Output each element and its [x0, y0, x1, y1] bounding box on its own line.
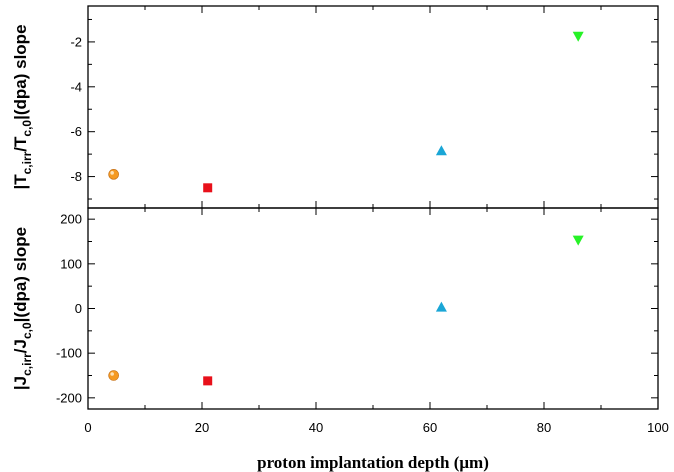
top-marker-square [203, 183, 213, 193]
top-marker-triangle-down [572, 31, 584, 42]
x-tick-label: 80 [537, 420, 551, 435]
top-marker-circle [108, 169, 119, 180]
y-label-part: c,0 [20, 322, 34, 339]
bottom-marker-circle [108, 370, 119, 381]
top-marker-circle-highlight [110, 171, 114, 175]
top-y-tick-label: -8 [70, 169, 82, 184]
x-tick-label: 60 [423, 420, 437, 435]
top-marker-triangle-up [435, 145, 447, 156]
bottom-marker-square [203, 376, 213, 386]
x-tick-label: 20 [195, 420, 209, 435]
y-label-part: c,irr [20, 151, 34, 174]
y-label-part: |(dpa) slope [11, 227, 30, 322]
bottom-marker-triangle-down [572, 235, 584, 246]
top-y-tick-label: -6 [70, 124, 82, 139]
bottom-y-axis-label: |Jc,irr/Jc,0|(dpa) slope [11, 227, 34, 390]
top-frame [87, 5, 659, 209]
bottom-y-tick-label: 0 [75, 301, 82, 316]
x-axis-label: proton implantation depth (μm) [257, 453, 489, 472]
y-label-part: /T [11, 136, 30, 152]
y-label-part: c,0 [20, 120, 34, 137]
bottom-frame [87, 207, 659, 410]
top-y-tick-label: -4 [70, 79, 82, 94]
bottom-y-tick-label: -200 [56, 390, 82, 405]
bottom-panel: -200 -100 0 100 200 |Jc,irr/Jc,0|(dpa) slope 0… [11, 207, 669, 435]
x-tick-label: 40 [309, 420, 323, 435]
x-tick-label: 0 [84, 420, 91, 435]
y-label-part: |J [11, 376, 30, 390]
y-label-part: /J [11, 339, 30, 353]
top-y-tick-label: -2 [70, 34, 82, 49]
y-label-part: c,irr [20, 353, 34, 376]
x-tick-label: 100 [647, 420, 669, 435]
bottom-y-tick-label: -100 [56, 346, 82, 361]
y-label-part: |(dpa) slope [11, 24, 30, 119]
top-y-axis-label: |Tc,irr/Tc,0|(dpa) slope [11, 24, 34, 189]
bottom-marker-circle-highlight [110, 372, 114, 376]
bottom-y-tick-label: 200 [60, 212, 82, 227]
bottom-y-tick-label: 100 [60, 256, 82, 271]
top-panel: -8 -6 -4 -2 |Tc,irr/Tc,0|(dpa) slope [11, 5, 659, 209]
y-label-part: |T [11, 174, 30, 190]
bottom-marker-triangle-up [435, 301, 447, 312]
